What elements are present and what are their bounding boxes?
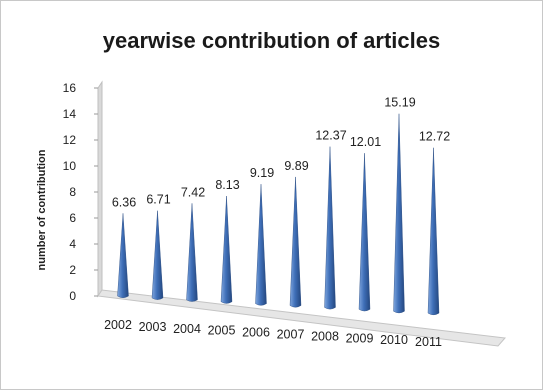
- y-tick-label: 0: [69, 289, 76, 303]
- data-label-2003: 6.71: [146, 193, 170, 207]
- x-tick-label-2004: 2004: [173, 322, 201, 336]
- bar-2006: [255, 184, 267, 306]
- bar-2007: [289, 176, 302, 308]
- y-tick-label: 16: [63, 81, 77, 95]
- y-tick-label: 2: [69, 263, 76, 277]
- y-tick-label: 10: [63, 159, 77, 173]
- back-wall: [97, 80, 103, 298]
- bar-2008: [324, 146, 336, 310]
- x-tick-label-2002: 2002: [104, 318, 132, 332]
- bar-2002: [117, 213, 129, 298]
- bar-series: 6.36 6.71 7.42 8.13 9.19 9.89 12.37 12.01 15.19 1…: [112, 96, 450, 316]
- data-label-2011: 12.72: [419, 130, 450, 144]
- x-tick-label-2003: 2003: [139, 320, 167, 334]
- y-axis-label: number of contribution: [36, 149, 48, 270]
- x-tick-label-2011: 2011: [415, 335, 442, 349]
- chart-walls: [97, 80, 507, 347]
- y-tick-label: 8: [69, 185, 76, 199]
- bar-2003: [151, 210, 164, 300]
- bar-2005: [220, 195, 233, 304]
- data-label-2008: 12.37: [315, 129, 346, 143]
- x-tick-label-2010: 2010: [380, 333, 408, 347]
- data-label-2007: 9.89: [284, 159, 308, 173]
- y-tick-label: 6: [69, 211, 76, 225]
- y-tick-label: 4: [69, 237, 76, 251]
- floor: [97, 289, 507, 347]
- bar-2010: [393, 113, 405, 314]
- y-tick-label: 14: [63, 107, 77, 121]
- bar-2009: [358, 153, 371, 312]
- data-label-2010: 15.19: [384, 96, 415, 110]
- x-tick-label-2009: 2009: [346, 331, 374, 345]
- bar-2011: [427, 147, 440, 316]
- data-label-2004: 7.42: [181, 185, 205, 199]
- x-axis: 2002 2003 2004 2005 2006 2007 2008 2009 2010 2011: [104, 318, 442, 349]
- x-tick-label-2005: 2005: [208, 324, 236, 338]
- x-tick-label-2008: 2008: [311, 329, 339, 343]
- bar-2004: [186, 203, 198, 302]
- x-tick-label-2007: 2007: [277, 328, 305, 342]
- chart-title: yearwise contribution of articles: [102, 28, 441, 53]
- data-label-2005: 8.13: [215, 178, 239, 192]
- data-label-2002: 6.36: [112, 195, 136, 209]
- x-tick-label-2006: 2006: [242, 326, 270, 340]
- y-axis: 0 2 4 6 8 10 12 14 16: [63, 81, 98, 303]
- data-label-2006: 9.19: [250, 166, 274, 180]
- data-label-2009: 12.01: [350, 135, 381, 149]
- y-tick-label: 12: [63, 133, 77, 147]
